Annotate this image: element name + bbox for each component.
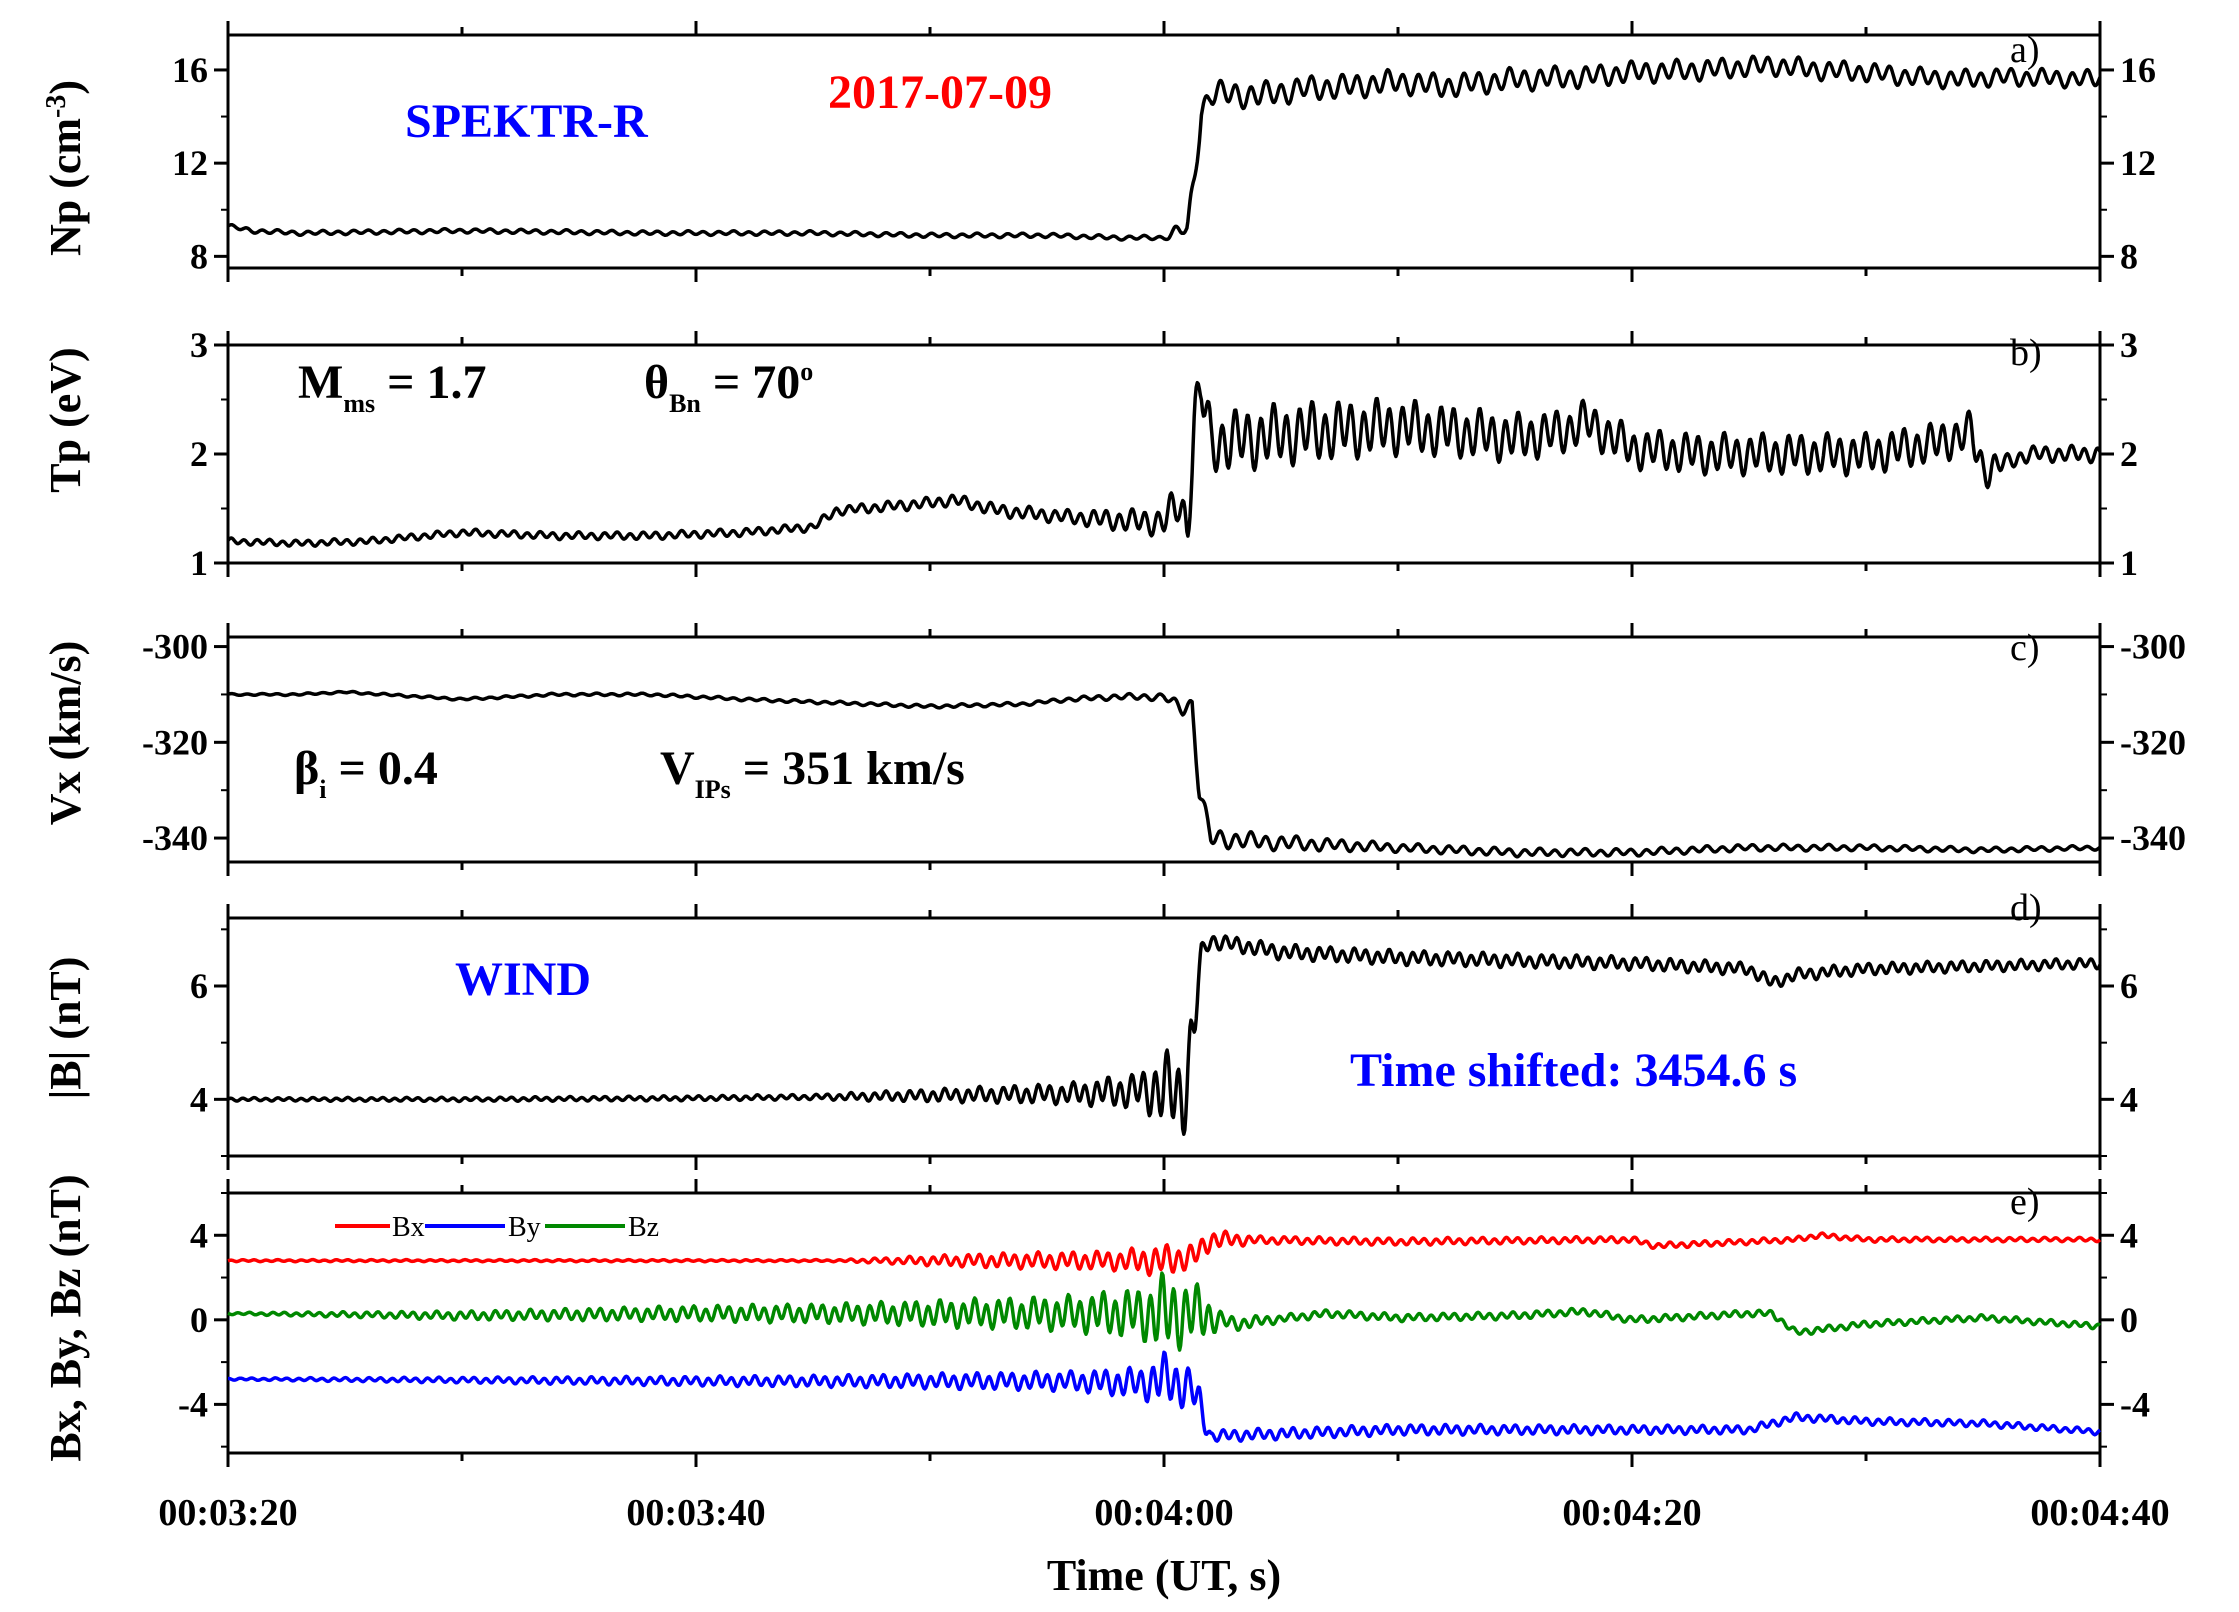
y-tick-label: 6	[190, 966, 208, 1006]
panel-e: 4 4 0 0 -4 -4	[178, 1179, 2150, 1467]
y-tick-label-right: 2	[2120, 434, 2138, 474]
time-shift-annotation: Time shifted: 3454.6 s	[1350, 1044, 1797, 1097]
series-line-vx	[227, 689, 2102, 859]
series-line-by	[227, 1350, 2102, 1443]
y-axis-label-bxyz: Bx, By, Bz (nT)	[41, 1174, 90, 1461]
panel-label-e: e)	[2010, 1181, 2040, 1223]
y-tick-label-right: -340	[2120, 818, 2186, 858]
shock-speed-annotation: VIPs = 351 km/s	[660, 742, 965, 804]
panel-d: 4 4 6 6	[190, 904, 2138, 1170]
y-tick-label: 4	[190, 1215, 208, 1255]
y-tick-label-right: 1	[2120, 543, 2138, 583]
y-axis-label-tp: Tp (eV)	[41, 347, 90, 492]
y-tick-label: 4	[190, 1079, 208, 1119]
y-tick-label-right: 3	[2120, 325, 2138, 365]
panel-frame	[226, 635, 2102, 864]
y-tick-label-right: 12	[2120, 143, 2156, 183]
x-tick-label: 00:03:40	[626, 1492, 765, 1534]
panel-a: 8 8 12 12 16 16	[172, 21, 2156, 282]
legend-label-bz: Bz	[628, 1212, 659, 1243]
y-tick-label: 8	[190, 236, 208, 276]
y-tick-label: -300	[142, 627, 208, 667]
legend-label-by: By	[508, 1212, 541, 1243]
series-line-np	[226, 54, 2102, 242]
y-tick-label-right: 0	[2120, 1300, 2138, 1340]
series-line-b	[227, 934, 2102, 1136]
y-tick-label: 3	[190, 325, 208, 365]
y-tick-label-right: 6	[2120, 966, 2138, 1006]
series-line-tp	[226, 380, 2102, 548]
y-tick-label-right: -320	[2120, 722, 2186, 762]
panel-c: -300 -300 -320 -320 -340 -340	[142, 623, 2186, 876]
x-tick-label: 00:03:20	[158, 1492, 297, 1534]
y-axis-label-b: |B| (nT)	[41, 957, 90, 1100]
y-tick-label-right: -4	[2120, 1384, 2150, 1424]
panel-b: 1 1 2 2 3 3	[190, 325, 2138, 583]
y-tick-label-right: -300	[2120, 627, 2186, 667]
panel-label-d: d)	[2010, 887, 2042, 929]
y-tick-label: -320	[142, 722, 208, 762]
y-tick-label: 1	[190, 543, 208, 583]
date-label: 2017-07-09	[828, 66, 1052, 119]
theta-bn-annotation: θBn = 70o	[644, 356, 813, 418]
y-tick-label: -340	[142, 818, 208, 858]
legend-label-bx: Bx	[392, 1212, 425, 1243]
legend: Bx By Bz	[335, 1212, 659, 1243]
series-line-bz	[227, 1271, 2102, 1352]
y-tick-label: 0	[190, 1300, 208, 1340]
y-tick-label: 12	[172, 143, 208, 183]
y-axis-label-vx: Vx (km/s)	[41, 641, 90, 826]
x-tick-label: 00:04:20	[1562, 1492, 1701, 1534]
x-tick-label: 00:04:40	[2030, 1492, 2169, 1534]
y-tick-label: -4	[178, 1384, 208, 1424]
spacecraft-label-wind: WIND	[455, 953, 591, 1006]
x-axis-label: Time (UT, s)	[1047, 1551, 1281, 1600]
panel-label-a: a)	[2010, 29, 2040, 71]
y-tick-label: 2	[190, 434, 208, 474]
x-tick-label: 00:04:00	[1094, 1492, 1233, 1534]
series-line-bx	[227, 1229, 2102, 1278]
panel-label-b: b)	[2010, 332, 2042, 374]
y-tick-label-right: 4	[2120, 1079, 2138, 1119]
beta-annotation: βi = 0.4	[294, 742, 438, 804]
panel-label-c: c)	[2010, 627, 2040, 669]
y-tick-label-right: 8	[2120, 236, 2138, 276]
spacecraft-label-spektr: SPEKTR-R	[405, 95, 649, 148]
y-tick-label-right: 4	[2120, 1215, 2138, 1255]
y-axis-label-np: Np (cm-3)	[41, 80, 91, 256]
y-tick-label-right: 16	[2120, 50, 2156, 90]
y-tick-label: 16	[172, 50, 208, 90]
mach-number-annotation: Mms = 1.7	[298, 356, 486, 418]
